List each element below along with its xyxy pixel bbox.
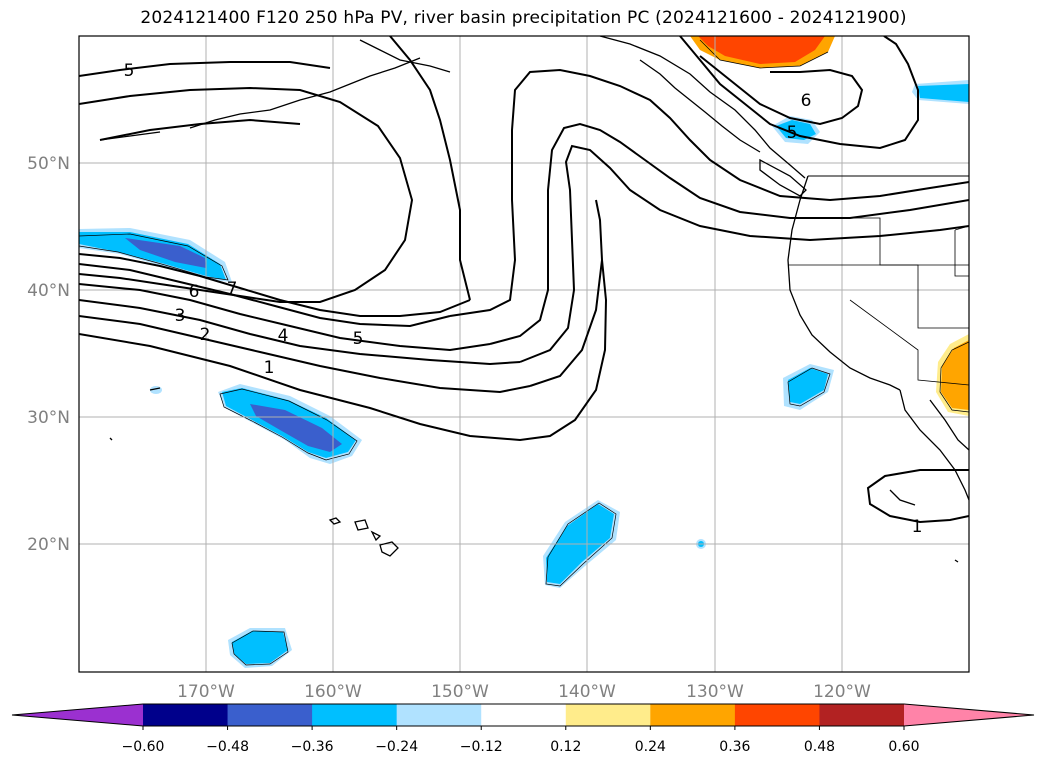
lat-label-30: 30°N [27,408,70,428]
lon-label-160w: 160°W [304,682,362,702]
latitude-labels: 20°N 30°N 40°N 50°N [27,154,70,555]
colorbar-segment [734,704,820,726]
contour-label: 5 [353,329,364,349]
colorbar-segment [819,704,905,726]
colorbar-tick-label: 0.60 [888,739,919,755]
colorbar-segment [650,704,736,726]
colorbar-tick-label: −0.12 [460,739,503,755]
gridlines [79,36,969,672]
colorbar-tick-label: 0.48 [804,739,835,755]
contour-label: 5 [787,123,798,143]
contour-label: 4 [278,326,289,346]
contour-label: 1 [264,358,275,378]
contour-label: 6 [801,91,812,111]
colorbar-tick-label: 0.36 [719,739,750,755]
contour-label: 2 [200,325,211,345]
colorbar: −0.60 −0.48 −0.36 −0.24 −0.12 0.12 0.24 0.36 0.4… [11,703,1035,755]
colorbar-tick-label: −0.24 [375,739,418,755]
pv-contour-labels: 5 7 6 3 2 4 5 1 6 5 1 [124,61,923,537]
lon-label-130w: 130°W [686,682,744,702]
precip-anomaly-layer [79,36,969,668]
colorbar-segment [227,704,313,726]
colorbar-tick-label: −0.48 [206,739,249,755]
colorbar-segment [396,704,482,726]
colorbar-segment [565,704,651,726]
lat-label-50: 50°N [27,154,70,174]
colorbar-tick-label: −0.60 [122,739,165,755]
lat-label-20: 20°N [27,535,70,555]
longitude-labels: 170°W 160°W 150°W 140°W 130°W 120°W [177,682,871,702]
lon-label-170w: 170°W [177,682,235,702]
colorbar-segment [312,704,398,726]
anomaly-outlines [79,39,969,666]
lat-label-40: 40°N [27,281,70,301]
contour-label: 5 [124,61,135,81]
contour-label: 3 [175,306,186,326]
colorbar-tick-label: 0.24 [635,739,666,755]
lon-label-150w: 150°W [431,682,489,702]
colorbar-segment [481,704,567,726]
chart-title: 2024121400 F120 250 hPa PV, river basin … [140,8,907,28]
contour-label: 6 [189,282,200,302]
colorbar-tick-label: −0.36 [291,739,334,755]
colorbar-extend-high [904,704,1034,726]
plot-frame [78,35,970,673]
colorbar-tick-label: 0.12 [550,739,581,755]
lon-label-120w: 120°W [813,682,871,702]
colorbar-extend-low [12,704,143,726]
contour-label: 7 [227,279,238,299]
contour-label: 1 [912,517,923,537]
coastlines [99,36,969,563]
colorbar-segment [143,704,229,726]
lon-label-140w: 140°W [558,682,616,702]
pv-contours [79,36,969,524]
